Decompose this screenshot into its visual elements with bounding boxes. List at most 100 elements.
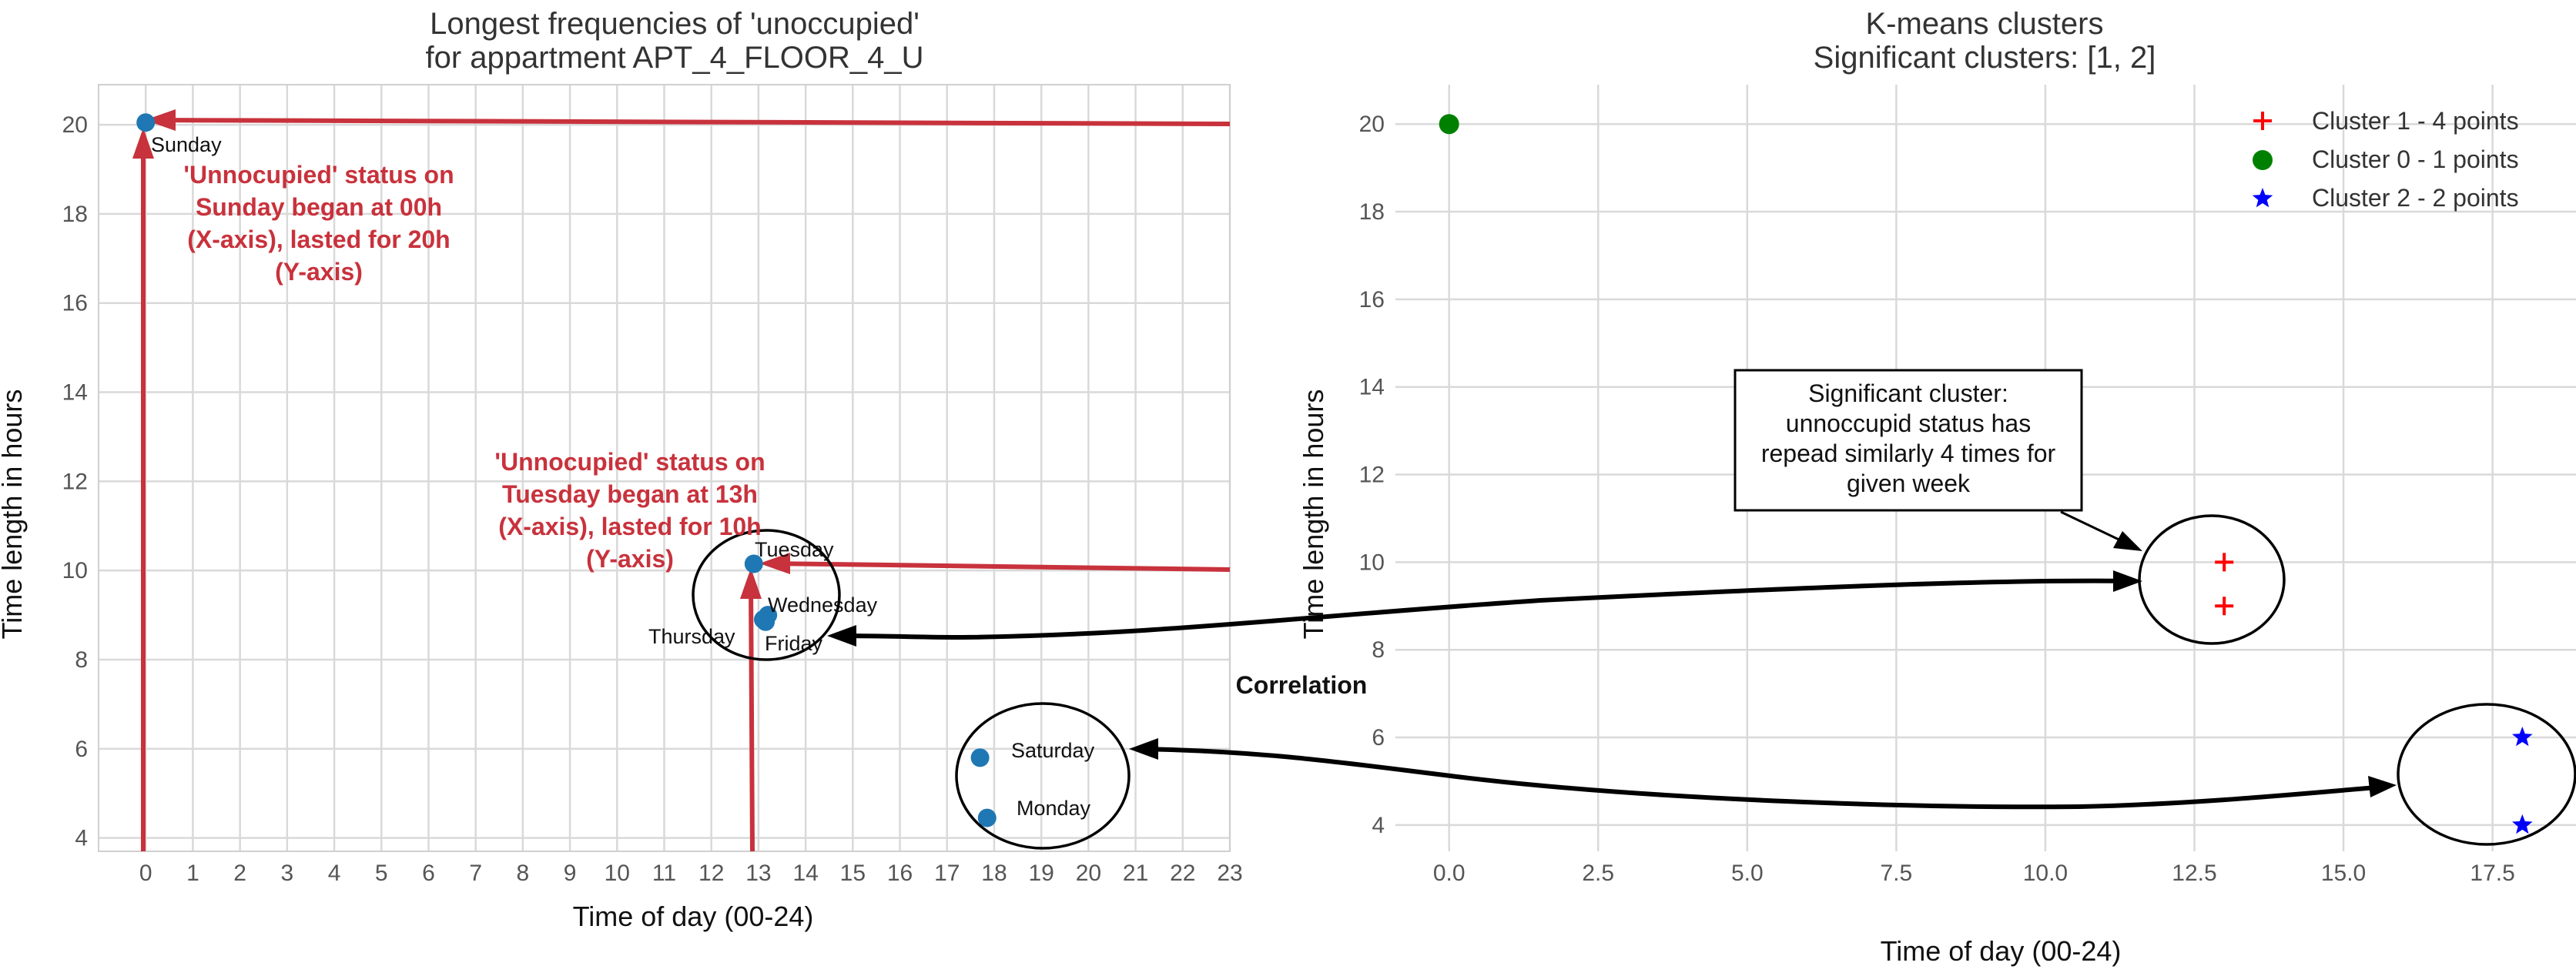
legend-item-cluster-0: Cluster 0 - 1 points [2253,145,2519,173]
y-tick-label: 16 [1359,287,1385,313]
y-tick-label: 6 [1372,725,1385,750]
left-y-ticks: 4 6 8 10 12 14 16 18 20 [62,112,88,851]
x-tick-label: 10.0 [2023,861,2068,886]
x-tick-label: 6 [422,861,435,886]
weekday-group-circle [692,529,841,661]
y-tick-label: 6 [75,737,88,762]
x-tick-label: 20 [1076,861,1101,886]
y-tick-label: 10 [62,558,88,583]
tuesday-vertical-arrow [749,578,755,852]
correlation-arrow-top-head-left [827,625,856,647]
y-tick-label: 18 [62,202,88,227]
x-tick-label: 23 [1217,861,1242,886]
legend-item-cluster-2: Cluster 2 - 2 points [2252,184,2519,212]
point-label-monday: Monday [1017,797,1091,820]
point-label-wednesday: Wednesday [768,593,878,617]
sunday-horizontal-arrow [153,118,1231,126]
x-tick-label: 3 [280,861,293,886]
legend-label-cluster-1: Cluster 1 - 4 points [2312,107,2519,135]
legend-label-cluster-2: Cluster 2 - 2 points [2312,184,2519,212]
correlation-arrow-bottom-head-right [2368,776,2397,797]
point-tuesday [744,554,763,573]
sunday-annotation: 'Unnocupied' status on Sunday began at 0… [183,161,454,286]
y-tick-label: 12 [62,469,88,494]
point-sunday [136,113,156,132]
x-tick-label: 0.0 [1433,861,1466,886]
sunday-horizontal-arrowhead [145,109,176,131]
point-label-saturday: Saturday [1011,739,1095,762]
x-tick-label: 12.5 [2172,861,2216,886]
x-tick-label: 12 [698,861,724,886]
x-tick-label: 1 [186,861,199,886]
legend-label-cluster-0: Cluster 0 - 1 points [2312,145,2519,173]
cluster-1-circle [2138,514,2286,645]
y-tick-label: 18 [1359,199,1385,225]
sunday-annotation-line-4: (Y-axis) [275,258,363,286]
left-points [136,113,997,827]
note-line-3: repead similarly 4 times for [1761,440,2056,467]
right-chart: 0.0 2.5 5.0 7.5 10.0 12.5 15.0 17.5 4 6 8 10 12 14 16… [1298,7,2576,967]
right-title-line-2: Significant clusters: [1, 2] [1814,41,2156,75]
x-tick-label: 13 [745,861,771,886]
y-tick-label: 16 [62,291,88,316]
tuesday-annotation-line-4: (Y-axis) [586,545,674,573]
y-tick-label: 14 [62,380,88,406]
legend-marker-star [2252,188,2273,208]
significant-cluster-note: Significant cluster: unnoccupid status h… [1734,369,2142,551]
legend: Cluster 1 - 4 points Cluster 0 - 1 point… [2252,107,2519,212]
left-grid [99,85,1231,851]
left-title-line-1: Longest frequencies of 'unoccupied' [430,7,920,41]
sunday-vertical-arrowhead [132,128,154,159]
tuesday-annotation: 'Unnocupied' status on Tuesday began at … [494,448,765,573]
x-tick-label: 14 [792,861,818,886]
point-monday [977,808,997,827]
x-tick-label: 2 [233,861,246,886]
cluster-2-point [2512,727,2533,747]
x-tick-label: 8 [517,861,530,886]
x-tick-label: 15.0 [2321,861,2366,886]
x-tick-label: 16 [887,861,913,886]
weekend-group-circle [955,702,1131,850]
legend-marker-plus [2253,112,2272,130]
left-plot-border [98,84,1231,852]
right-title-line-1: K-means clusters [1866,7,2104,41]
note-line-2: unnoccupid status has [1786,409,2031,437]
point-saturday [970,748,990,767]
x-tick-label: 7 [469,861,482,886]
x-tick-label: 10 [605,861,630,886]
x-tick-label: 2.5 [1582,861,1614,886]
legend-item-cluster-1: Cluster 1 - 4 points [2253,107,2519,135]
sunday-annotation-line-3: (X-axis), lasted for 20h [187,226,450,253]
x-tick-label: 21 [1123,861,1148,886]
left-annotation-arrows [132,109,1231,852]
cluster-2-point [2512,814,2533,834]
x-tick-label: 17.5 [2470,861,2514,886]
y-tick-label: 14 [1359,375,1385,400]
tuesday-horizontal-arrowhead [759,553,790,574]
correlation-arrow-bottom-head-left [1129,738,1158,760]
correlation-label: Correlation [1236,671,1368,699]
right-x-axis-label: Time of day (00-24) [1881,935,2122,967]
sunday-annotation-line-1: 'Unnocupied' status on [183,161,454,189]
x-tick-label: 4 [328,861,341,886]
cluster-1-point [2215,553,2234,572]
tuesday-vertical-arrowhead [740,568,762,599]
right-y-axis-label: Time length in hours [1298,389,1329,640]
correlation-arrow-top [839,578,2136,640]
y-tick-label: 20 [62,112,88,138]
left-x-axis-label: Time of day (00-24) [573,901,814,932]
correlation-arrow-bottom [1139,747,2387,810]
y-tick-label: 4 [1372,813,1385,838]
point-label-thursday: Thursday [648,625,735,648]
point-label-sunday: Sunday [151,133,222,156]
x-tick-label: 22 [1170,861,1195,886]
note-pointer-arrowhead [2113,531,2142,551]
y-tick-label: 8 [75,647,88,673]
x-tick-label: 18 [981,861,1007,886]
y-tick-label: 4 [75,826,88,851]
x-tick-label: 0 [139,861,152,886]
x-tick-label: 19 [1028,861,1054,886]
x-tick-label: 15 [840,861,866,886]
tuesday-annotation-line-3: (X-axis), lasted for 10h [498,513,761,540]
